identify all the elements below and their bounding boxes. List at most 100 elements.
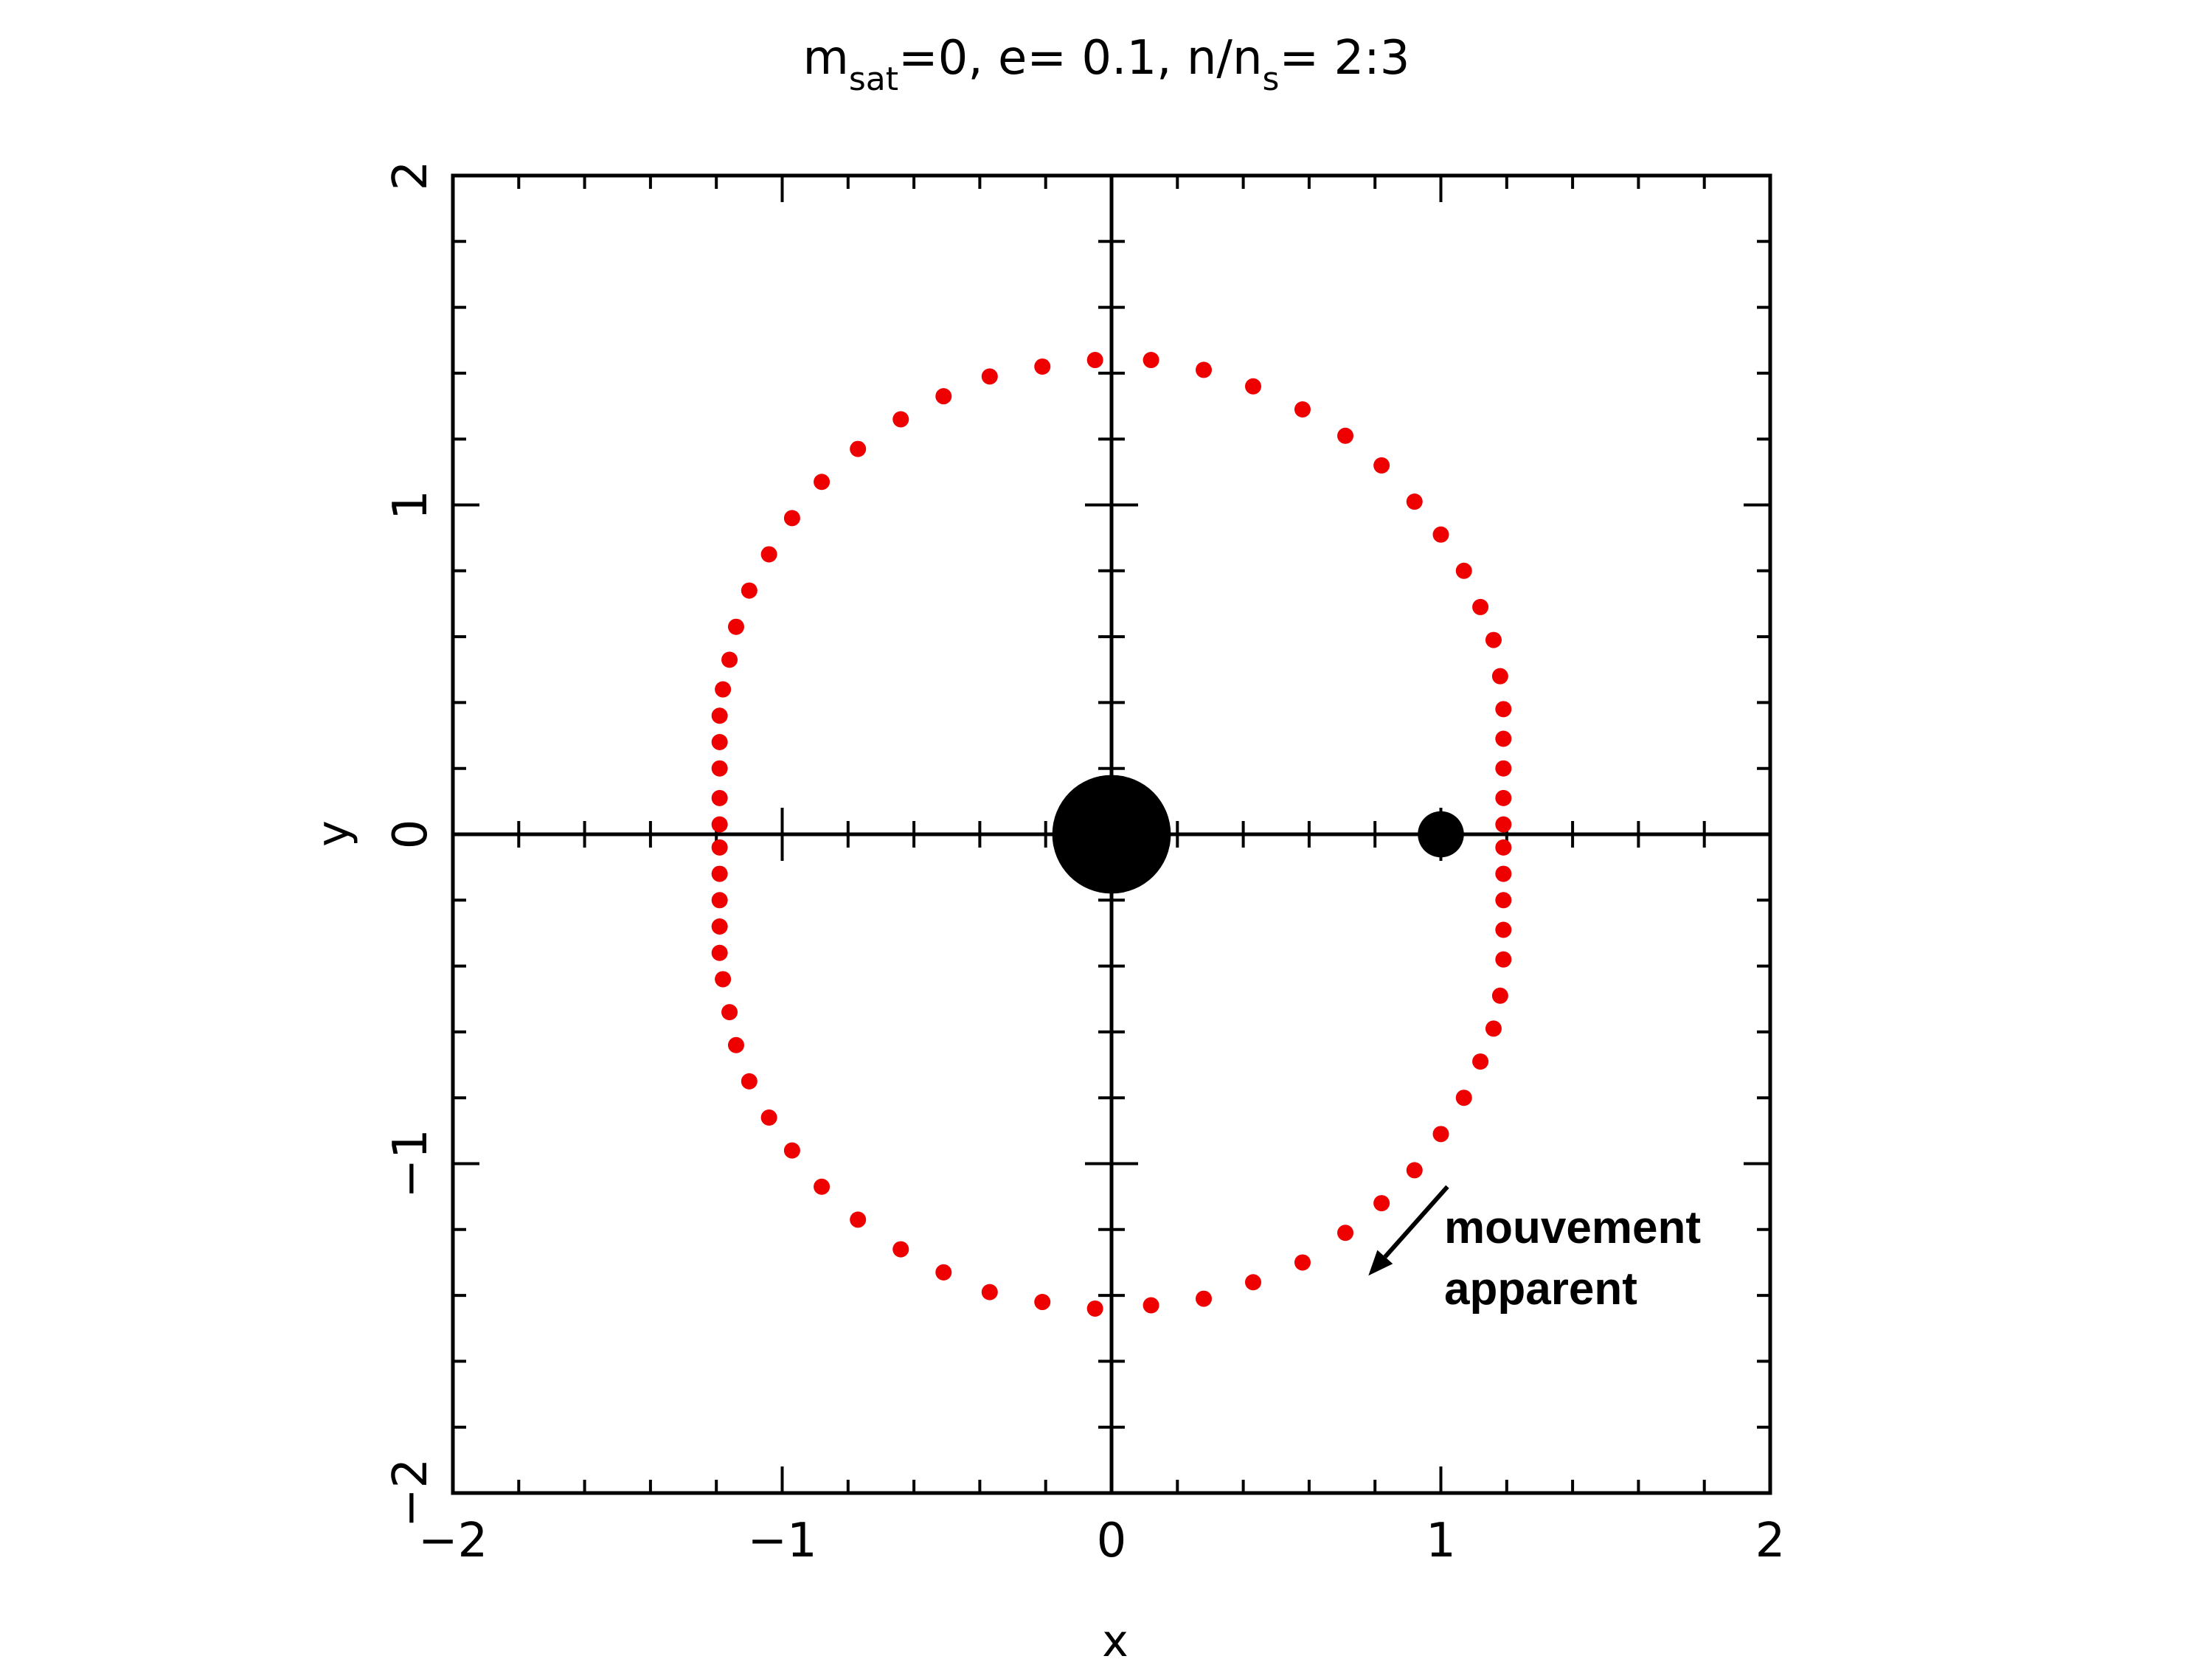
x-tick-label: −2 bbox=[418, 1514, 488, 1568]
orbit-point bbox=[1485, 631, 1502, 648]
y-axis-label: y bbox=[308, 820, 359, 847]
orbit-point bbox=[711, 865, 728, 882]
orbit-point bbox=[1495, 730, 1512, 747]
orbit-point bbox=[711, 760, 728, 777]
orbit-point bbox=[715, 971, 732, 988]
orbit-point bbox=[935, 1264, 952, 1281]
orbit-point bbox=[715, 681, 732, 698]
orbit-point bbox=[1337, 427, 1354, 444]
orbit-point bbox=[760, 546, 777, 563]
primary-body bbox=[1052, 775, 1171, 894]
title-m: m bbox=[803, 31, 849, 86]
orbit-point bbox=[1373, 1195, 1390, 1212]
annotation: mouvement apparent bbox=[1368, 1185, 1701, 1315]
orbit-point bbox=[981, 368, 998, 385]
tick-labels: −2 −1 0 1 2 −2 −1 0 1 2 bbox=[384, 161, 1785, 1568]
chart-title: msat=0, e= 0.1, n/ns= 2:3 bbox=[803, 31, 1410, 98]
x-tick-label: 0 bbox=[1097, 1514, 1127, 1568]
orbit-point bbox=[1196, 361, 1213, 378]
orbit-point bbox=[1244, 378, 1261, 395]
orbit-point bbox=[1294, 401, 1311, 418]
orbit-point bbox=[711, 816, 728, 833]
orbit-point bbox=[1455, 562, 1472, 579]
orbit-point bbox=[1432, 526, 1449, 543]
orbit-point bbox=[1244, 1274, 1261, 1291]
y-tick-label: −1 bbox=[384, 1129, 438, 1198]
annotation-arrow bbox=[1383, 1185, 1449, 1258]
orbit-point bbox=[1294, 1254, 1311, 1271]
orbit-point bbox=[1495, 760, 1512, 777]
orbit-point bbox=[935, 388, 952, 405]
orbit-point bbox=[1373, 457, 1390, 474]
orbit-point bbox=[1086, 1300, 1103, 1317]
orbit-point bbox=[1491, 987, 1508, 1004]
orbit-point bbox=[1432, 1126, 1449, 1143]
annotation-line-2: apparent bbox=[1444, 1264, 1637, 1315]
annotation-line-1: mouvement bbox=[1444, 1202, 1701, 1253]
x-tick-label: 1 bbox=[1426, 1514, 1456, 1568]
orbit-point bbox=[711, 839, 728, 856]
orbit-point bbox=[1495, 865, 1512, 882]
orbit-point bbox=[1472, 598, 1489, 615]
orbit-point bbox=[1196, 1290, 1213, 1307]
orbit-point bbox=[892, 1241, 909, 1258]
orbit-point bbox=[1406, 1162, 1423, 1179]
orbit-point bbox=[1034, 1294, 1051, 1311]
orbit-point bbox=[850, 440, 867, 457]
orbit-point bbox=[1495, 701, 1512, 718]
orbit-point bbox=[783, 1142, 800, 1159]
orbit-point bbox=[1495, 951, 1512, 968]
y-tick-label: 1 bbox=[384, 490, 438, 520]
axis-ticks bbox=[451, 174, 1772, 1495]
bodies bbox=[1052, 775, 1464, 894]
orbit-point bbox=[1406, 493, 1423, 510]
x-tick-label: −1 bbox=[747, 1514, 817, 1568]
orbit-point bbox=[711, 918, 728, 935]
orbit-point bbox=[1495, 839, 1512, 856]
orbit-point bbox=[727, 1036, 744, 1053]
satellite-body bbox=[1418, 811, 1464, 858]
orbit-point bbox=[711, 944, 728, 961]
orbit-point bbox=[1143, 1297, 1159, 1314]
orbit-point bbox=[1495, 921, 1512, 938]
y-tick-label: −2 bbox=[384, 1458, 438, 1528]
orbit-point bbox=[1495, 892, 1512, 909]
orbit-point bbox=[727, 618, 744, 635]
orbit-point bbox=[814, 474, 831, 491]
orbit-point bbox=[711, 789, 728, 806]
x-axis-label: x bbox=[1102, 1615, 1128, 1659]
orbit-point bbox=[850, 1211, 867, 1228]
orbit-point bbox=[741, 582, 757, 599]
orbit-point bbox=[711, 892, 728, 909]
orbit-point bbox=[1485, 1020, 1502, 1037]
title-mid: =0, e= 0.1, n/n bbox=[898, 31, 1263, 86]
orbit-point bbox=[721, 1004, 738, 1021]
orbit-point bbox=[1034, 358, 1051, 375]
orbit-point bbox=[1086, 352, 1103, 369]
orbit-point bbox=[1495, 789, 1512, 806]
orbit-point bbox=[711, 707, 728, 724]
orbit-point bbox=[1337, 1225, 1354, 1241]
y-tick-label: 2 bbox=[384, 161, 438, 191]
orbit-point bbox=[1143, 352, 1159, 369]
y-tick-label: 0 bbox=[384, 820, 438, 850]
x-tick-label: 2 bbox=[1755, 1514, 1786, 1568]
title-m-sub: sat bbox=[849, 60, 898, 98]
orbit-point bbox=[711, 733, 728, 750]
orbit-point bbox=[1491, 668, 1508, 685]
orbit-point bbox=[981, 1284, 998, 1300]
orbit-point bbox=[892, 411, 909, 428]
annotation-arrow-head bbox=[1368, 1250, 1393, 1276]
orbit-point bbox=[1455, 1090, 1472, 1106]
orbit-point bbox=[1472, 1053, 1489, 1070]
orbit-point bbox=[741, 1073, 757, 1090]
orbit-point bbox=[783, 510, 800, 527]
orbit-point bbox=[760, 1109, 777, 1126]
orbit-point bbox=[721, 651, 738, 668]
orbit-point bbox=[814, 1178, 831, 1195]
title-n-sub: s bbox=[1263, 60, 1280, 98]
orbit-points bbox=[711, 352, 1512, 1317]
title-end: = 2:3 bbox=[1279, 31, 1410, 86]
orbit-point bbox=[1495, 816, 1512, 833]
